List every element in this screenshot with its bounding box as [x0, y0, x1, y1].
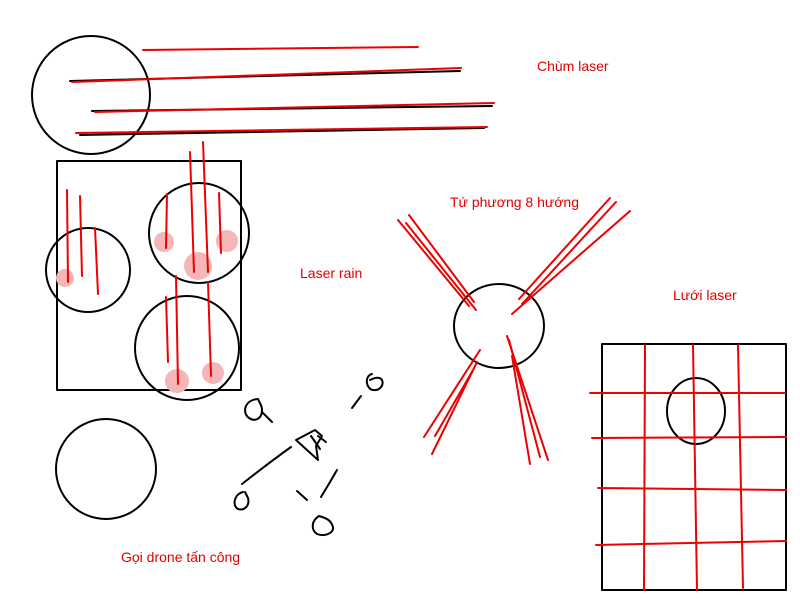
grid-line-horizontal — [597, 487, 787, 491]
mini-drones — [233, 373, 384, 537]
direction-line — [423, 349, 481, 438]
mini-drone — [244, 398, 273, 423]
mini-drone — [365, 373, 384, 392]
laser-beam-line-4-black — [79, 127, 485, 136]
impact-mark — [202, 362, 224, 384]
laser-grid-sketch — [589, 343, 787, 591]
drone-path — [320, 469, 338, 498]
impact-mark — [184, 252, 212, 280]
label-laser-grid: Lưới laser — [673, 287, 737, 303]
laser-beam-origin-circle — [31, 35, 151, 155]
drone-attack-sketch — [55, 373, 384, 537]
rain-line — [202, 141, 209, 273]
drone-path — [351, 395, 362, 409]
rain-line — [79, 195, 83, 277]
laser-grid-lines — [589, 344, 787, 591]
laser-rain-target-1 — [45, 227, 131, 313]
direction-line — [434, 369, 474, 437]
rain-line — [207, 281, 212, 377]
direction-line — [518, 197, 611, 300]
rain-line — [66, 189, 69, 283]
laser-beam-line-3 — [94, 102, 495, 113]
eight-directions-center-circle — [453, 283, 545, 369]
laser-beam-line-1 — [142, 46, 419, 51]
label-laser-rain: Laser rain — [300, 265, 362, 281]
rain-line — [175, 275, 179, 385]
rain-line — [189, 151, 195, 273]
laser-rain-target-3 — [134, 295, 240, 401]
direction-line — [511, 210, 631, 315]
rain-line — [165, 296, 169, 363]
label-eight-directions: Tứ phương 8 hướng — [450, 194, 579, 210]
laser-rain-area — [56, 160, 242, 391]
eight-directions-lines — [397, 197, 631, 465]
laser-beam-line-2 — [71, 67, 462, 83]
rain-line — [94, 227, 99, 295]
drone-icon — [295, 429, 327, 461]
grid-line-horizontal — [591, 436, 787, 439]
impact-mark — [56, 269, 74, 287]
grid-line-vertical — [643, 344, 646, 591]
drone-attack-paths — [241, 395, 362, 501]
direction-line — [408, 214, 475, 303]
mini-drone — [311, 515, 335, 537]
drone-path — [241, 446, 292, 485]
laser-beam-sketch — [31, 35, 495, 155]
laser-rain-target-2 — [148, 182, 250, 284]
direction-line — [511, 355, 531, 465]
grid-line-vertical — [737, 344, 744, 589]
direction-line — [397, 219, 470, 307]
direction-line — [405, 222, 477, 311]
grid-line-vertical — [692, 344, 698, 591]
laser-beam-line-4 — [75, 126, 488, 134]
direction-line — [508, 339, 541, 458]
direction-line — [521, 201, 617, 305]
impact-mark — [216, 230, 238, 252]
eight-directions-sketch — [397, 197, 631, 465]
label-drone-attack: Gọi drone tấn công — [121, 549, 240, 565]
label-laser-beam: Chùm laser — [537, 58, 609, 74]
laser-rain-lines — [66, 141, 222, 385]
rain-line — [165, 193, 168, 249]
grid-line-horizontal — [595, 540, 787, 546]
drone-path — [296, 490, 308, 501]
mini-drone — [233, 491, 250, 511]
laser-grid-area — [601, 343, 787, 591]
laser-rain-sketch — [45, 141, 250, 401]
laser-beam-lines — [69, 46, 495, 136]
laser-grid-target — [666, 377, 726, 445]
impact-mark — [154, 232, 174, 252]
drone-attack-target-circle — [55, 418, 157, 520]
rain-line — [218, 192, 222, 254]
